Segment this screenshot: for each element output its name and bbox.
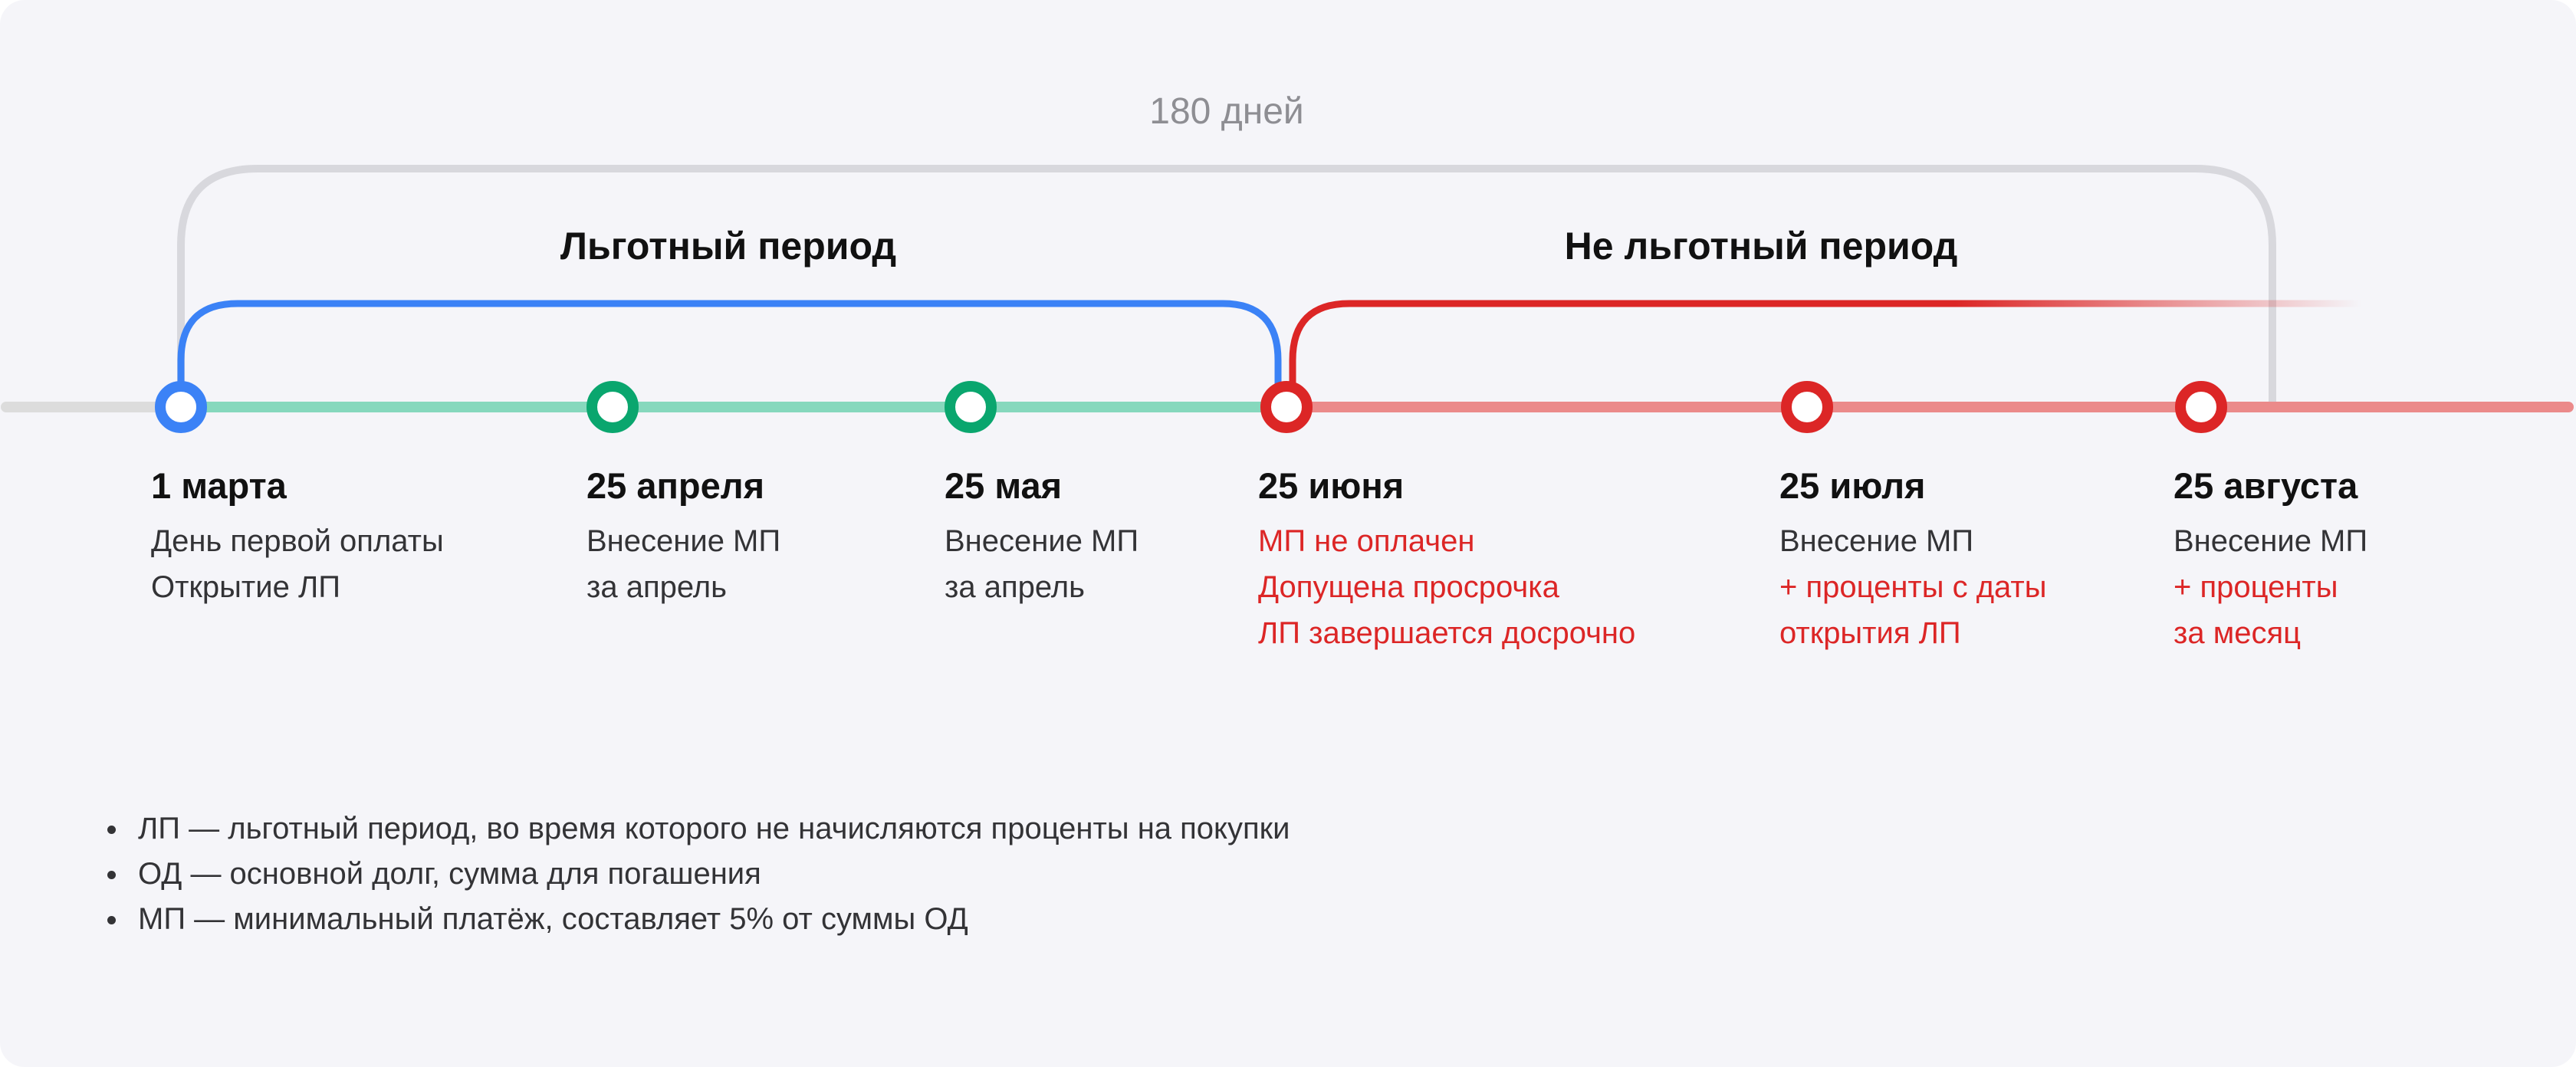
- point-note: за апрель: [945, 570, 1085, 604]
- legend-item: МП — минимальный платёж, составляет 5% о…: [100, 897, 1290, 942]
- legend-item: ОД — основной долг, сумма для погашения: [100, 852, 1290, 897]
- timeline-point: 25 июня МП не оплачен Допущена просрочка…: [1258, 463, 1635, 656]
- timeline-marker-overdue: [2175, 381, 2227, 433]
- point-note: Открытие ЛП: [151, 570, 340, 604]
- grace-period-bracket: [177, 300, 1282, 387]
- point-note: ЛП завершается досрочно: [1258, 616, 1636, 650]
- timeline-marker-start: [155, 381, 207, 433]
- point-note: за апрель: [586, 570, 727, 604]
- abbreviations-legend: ЛП — льготный период, во время которого …: [100, 806, 1290, 942]
- point-note: Допущена просрочка: [1258, 570, 1559, 604]
- point-note: Внесение МП: [945, 524, 1139, 558]
- non-grace-period-label: Не льготный период: [1564, 225, 1958, 268]
- legend-item: ЛП — льготный период, во время которого …: [100, 806, 1290, 852]
- timeline-marker-overdue: [1260, 381, 1313, 433]
- total-period-label: 180 дней: [1149, 91, 1304, 132]
- point-note: + проценты с даты: [1779, 570, 2047, 604]
- point-note: Внесение МП: [586, 524, 781, 558]
- point-note: Внесение МП: [2174, 524, 2368, 558]
- timeline-point: 25 апреля Внесение МП за апрель: [586, 463, 780, 610]
- timeline-point: 25 августа Внесение МП + проценты за мес…: [2174, 463, 2367, 656]
- non-grace-period-bracket: [1289, 300, 2361, 387]
- total-period-bracket: [177, 165, 2276, 407]
- point-date: 25 мая: [945, 465, 1063, 506]
- point-note: за месяц: [2174, 616, 2302, 650]
- point-note: Внесение МП: [1779, 524, 1974, 558]
- timeline-marker-overdue: [1781, 381, 1833, 433]
- timeline-point: 25 июля Внесение МП + проценты с даты от…: [1779, 463, 2047, 656]
- point-note: открытия ЛП: [1779, 616, 1961, 650]
- timeline-point: 25 мая Внесение МП за апрель: [945, 463, 1138, 610]
- timeline-point: 1 марта День первой оплаты Открытие ЛП: [151, 463, 444, 610]
- point-date: 1 марта: [151, 465, 287, 506]
- point-date: 25 июня: [1258, 465, 1405, 506]
- point-note: + проценты: [2174, 570, 2338, 604]
- timeline-marker-paid: [945, 381, 997, 433]
- timeline-marker-paid: [586, 381, 639, 433]
- point-date: 25 августа: [2174, 465, 2358, 506]
- grace-period-label: Льготный период: [560, 225, 897, 268]
- point-note: День первой оплаты: [151, 524, 444, 558]
- point-date: 25 июля: [1779, 465, 1926, 506]
- point-date: 25 апреля: [586, 465, 764, 506]
- point-note: МП не оплачен: [1258, 524, 1475, 558]
